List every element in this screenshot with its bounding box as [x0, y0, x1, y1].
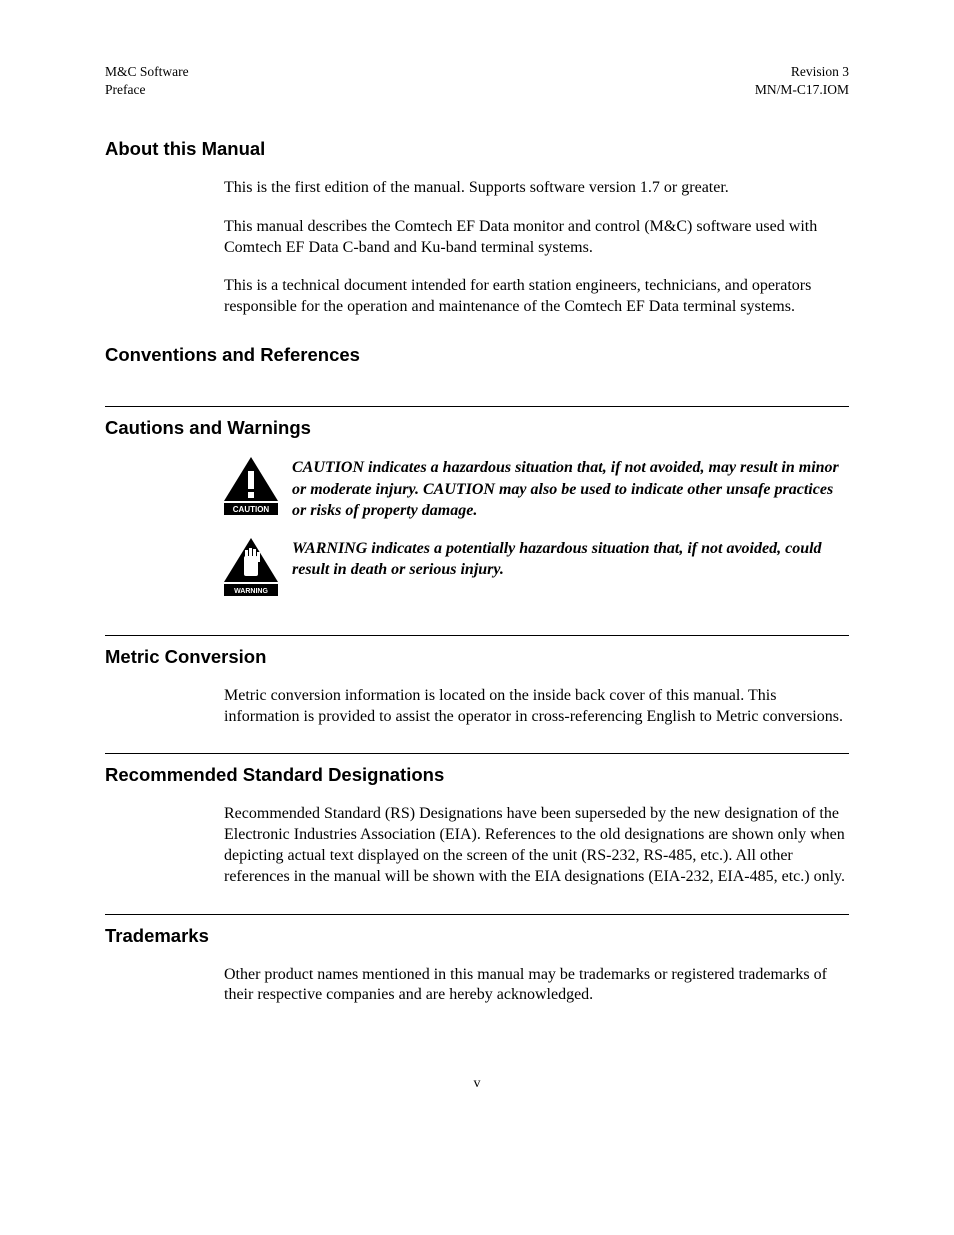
heading-rsd: Recommended Standard Designations: [105, 753, 849, 786]
warning-text: WARNING indicates a potentially hazardou…: [292, 538, 849, 581]
warning-icon: WARNING: [224, 538, 278, 601]
header-right-1: Revision 3: [791, 64, 849, 80]
metric-p1: Metric conversion information is located…: [105, 686, 849, 728]
section-rsd: Recommended Standard Designations Recomm…: [105, 753, 849, 887]
warning-callout: WARNING WARNING indicates a potentially …: [105, 538, 849, 601]
page-number: v: [105, 1076, 849, 1092]
section-cautions: Cautions and Warnings CAUTION CAUTION in…: [105, 406, 849, 601]
header-right-2: MN/M-C17.IOM: [755, 82, 849, 98]
document-page: M&C Software Revision 3 Preface MN/M-C17…: [0, 0, 954, 1132]
section-conventions: Conventions and References: [105, 344, 849, 366]
caution-icon-label: CAUTION: [233, 505, 270, 514]
heading-conventions: Conventions and References: [105, 344, 849, 366]
about-p2: This manual describes the Comtech EF Dat…: [105, 217, 849, 259]
page-header: M&C Software Revision 3 Preface MN/M-C17…: [105, 64, 849, 98]
warning-icon-label: WARNING: [234, 588, 268, 595]
caution-callout: CAUTION CAUTION indicates a hazardous si…: [105, 457, 849, 522]
section-trademarks: Trademarks Other product names mentioned…: [105, 914, 849, 1007]
header-left-1: M&C Software: [105, 64, 189, 80]
rsd-p1: Recommended Standard (RS) Designations h…: [105, 804, 849, 887]
caution-text: CAUTION indicates a hazardous situation …: [292, 457, 849, 522]
about-p3: This is a technical document intended fo…: [105, 276, 849, 318]
trademarks-p1: Other product names mentioned in this ma…: [105, 965, 849, 1007]
section-metric: Metric Conversion Metric conversion info…: [105, 635, 849, 728]
caution-icon: CAUTION: [224, 457, 278, 520]
heading-about: About this Manual: [105, 138, 849, 160]
heading-metric: Metric Conversion: [105, 635, 849, 668]
heading-trademarks: Trademarks: [105, 914, 849, 947]
section-about: About this Manual This is the first edit…: [105, 138, 849, 318]
header-left-2: Preface: [105, 82, 145, 98]
heading-cautions: Cautions and Warnings: [105, 406, 849, 439]
about-p1: This is the first edition of the manual.…: [105, 178, 849, 199]
